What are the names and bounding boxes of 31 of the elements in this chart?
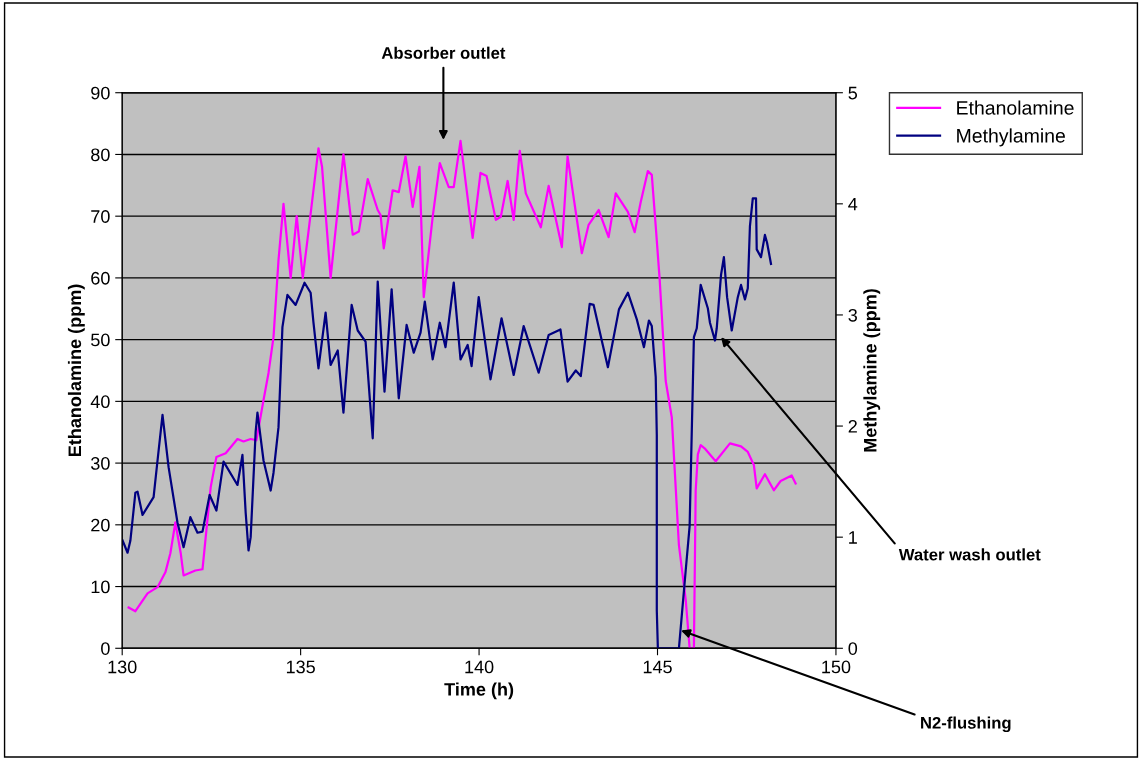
x-axis-title: Time (h): [444, 682, 514, 700]
y2-tick-label: 5: [848, 86, 858, 100]
y-tick-label: 30: [91, 457, 110, 470]
y2-tick-label: 3: [848, 308, 857, 322]
line-series: [122, 197, 773, 649]
y-tick-label: 10: [91, 580, 110, 594]
y-tick-label: 50: [91, 333, 110, 347]
y2-axis-title: Methylamine (ppm): [863, 289, 881, 452]
y-tick-label: 20: [91, 518, 110, 532]
x-tick-label: 150: [822, 660, 851, 674]
y-tick-label: 70: [91, 210, 110, 223]
y-tick-label: 40: [90, 395, 110, 409]
x-tick-label: 135: [286, 660, 315, 674]
x-tick-label: 130: [108, 660, 137, 674]
y-tick-label: 0: [101, 642, 110, 655]
x-tick-label: 145: [643, 660, 672, 674]
y2-tick-label: 4: [848, 197, 858, 211]
y-tick-label: 80: [91, 148, 110, 162]
y-tick-label: 90: [91, 86, 110, 100]
y-axis-title: Ethanolamine (ppm): [67, 284, 85, 457]
annotation: N2-flushing: [921, 716, 1011, 733]
legend-label: Ethanolamine: [957, 100, 1074, 115]
legend-label: Methylamine: [957, 128, 1065, 147]
x-tick-label: 140: [465, 660, 494, 674]
y-tick-label: 60: [91, 271, 110, 285]
y2-tick-label: 2: [848, 419, 857, 433]
y2-tick-label: 1: [849, 531, 857, 544]
line-series: [127, 139, 797, 649]
y2-tick-label: 0: [848, 642, 858, 655]
text: Absorber outlet: [381, 46, 506, 59]
annotation: Water wash outlet: [898, 548, 1041, 561]
